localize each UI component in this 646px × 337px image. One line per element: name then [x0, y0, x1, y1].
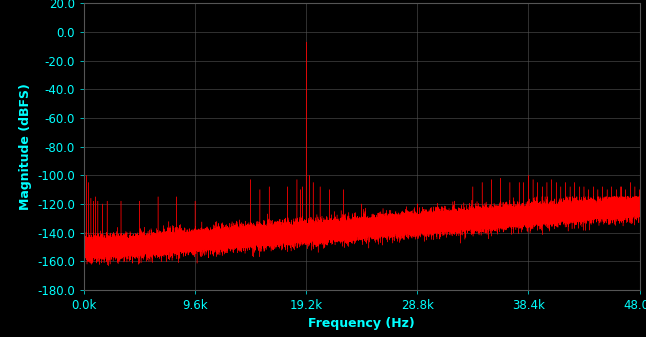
X-axis label: Frequency (Hz): Frequency (Hz) — [308, 317, 415, 330]
Y-axis label: Magnitude (dBFS): Magnitude (dBFS) — [19, 83, 32, 210]
